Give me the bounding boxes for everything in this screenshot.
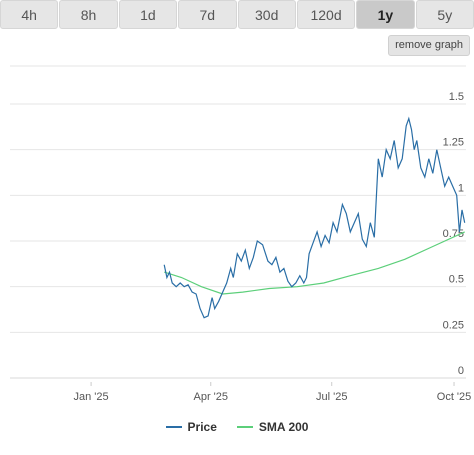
tab-4h[interactable]: 4h <box>0 0 59 29</box>
chart-legend: Price SMA 200 <box>0 420 474 434</box>
x-tick-label: Apr '25 <box>193 391 228 403</box>
y-tick-label: 1.5 <box>449 91 464 103</box>
y-tick-label: 1 <box>458 182 464 194</box>
tab-7d[interactable]: 7d <box>178 0 237 29</box>
tab-30d[interactable]: 30d <box>237 0 296 29</box>
legend-label-sma-200: SMA 200 <box>258 420 309 434</box>
y-tick-label: 0.25 <box>443 319 464 331</box>
tab-1y[interactable]: 1y <box>356 0 415 29</box>
y-tick-label: 1.25 <box>443 137 464 149</box>
tab-8h[interactable]: 8h <box>59 0 118 29</box>
y-tick-label: 0.5 <box>449 274 464 286</box>
y-tick-label: 0 <box>458 365 464 377</box>
series-line-price <box>163 116 466 319</box>
tab-120d[interactable]: 120d <box>296 0 356 29</box>
legend-swatch-price <box>165 426 182 428</box>
timeframe-tabs: 4h 8h 1d 7d 30d 120d 1y 5y <box>0 0 474 30</box>
y-tick-label: 0.75 <box>443 228 464 240</box>
price-chart: 1.5 1.25 1 0.75 0.5 0.25 0 Jan '25 Apr '25 Jul '… <box>10 65 472 403</box>
legend-label-price: Price <box>187 420 217 434</box>
x-tick-label: Oct '25 <box>437 391 472 403</box>
legend-item-price[interactable]: Price <box>165 420 217 434</box>
series-line-sma-200 <box>164 231 465 295</box>
x-tick-label: Jul '25 <box>316 391 347 403</box>
remove-graph-button[interactable]: remove graph <box>388 35 470 56</box>
tab-5y[interactable]: 5y <box>415 0 474 29</box>
y-axis-ticks: 1.5 1.25 1 0.75 0.5 0.25 0 <box>443 91 464 377</box>
tab-1d[interactable]: 1d <box>118 0 178 29</box>
grid-lines <box>10 65 466 379</box>
x-axis-ticks: Jan '25 Apr '25 Jul '25 Oct '25 <box>74 382 472 403</box>
legend-swatch-sma-200 <box>236 426 253 428</box>
legend-item-sma-200[interactable]: SMA 200 <box>236 420 309 434</box>
x-tick-label: Jan '25 <box>74 391 109 403</box>
